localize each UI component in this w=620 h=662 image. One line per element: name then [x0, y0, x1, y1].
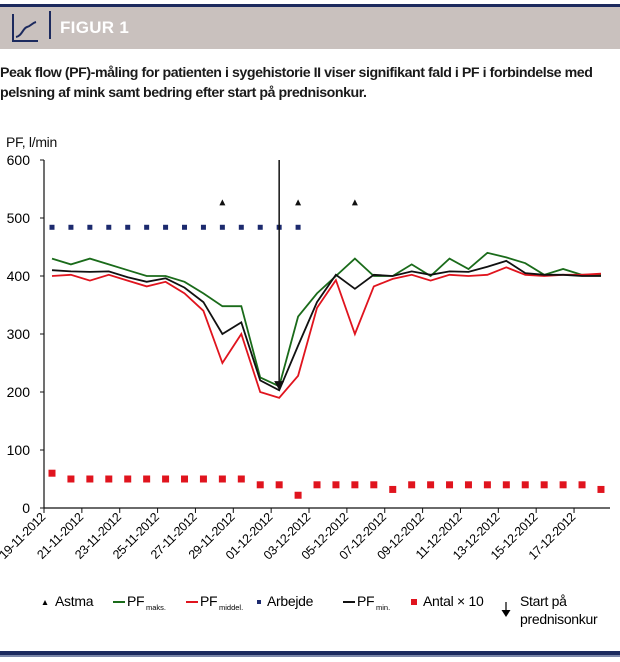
y-tick-label: 100 — [7, 442, 31, 458]
series-line-pf-maks — [51, 251, 601, 388]
antal-point — [427, 481, 435, 489]
arbejde-point — [125, 224, 131, 230]
figure-caption: Peak flow (PF)-måling for patienten i sy… — [0, 65, 593, 101]
header-top-rule — [0, 4, 620, 7]
y-tick-label: 0 — [22, 500, 30, 516]
y-tick-label: 400 — [7, 268, 31, 284]
antal-point — [275, 481, 283, 489]
arbejde-point — [163, 224, 169, 230]
legend-subscript: min. — [376, 603, 390, 612]
arbejde-point — [144, 224, 150, 230]
arbejde-point — [182, 224, 188, 230]
footer-rule — [0, 651, 620, 655]
y-tick-label: 600 — [7, 152, 31, 168]
legend-label: prednisonkur — [520, 611, 598, 627]
legend-square-icon — [257, 600, 261, 604]
series-line-pf-min — [51, 259, 601, 392]
antal-point — [502, 481, 510, 489]
astma-point — [351, 199, 358, 206]
antal-point — [559, 481, 567, 489]
y-tick-label: 500 — [7, 210, 31, 226]
antal-point — [408, 481, 416, 489]
y-axis-label: PF, l/min — [6, 134, 57, 150]
arbejde-point — [68, 224, 74, 230]
arbejde-point — [257, 224, 263, 230]
antal-point — [48, 469, 56, 477]
antal-point — [540, 481, 548, 489]
arbejde-point — [87, 224, 93, 230]
figure-header: FIGUR 1 — [0, 7, 620, 49]
antal-point — [67, 475, 75, 483]
antal-point — [105, 475, 113, 483]
antal-point — [521, 481, 529, 489]
antal-point — [294, 491, 302, 499]
antal-point — [578, 481, 586, 489]
prednison-start-arrow-icon — [274, 381, 285, 391]
legend-label: PF — [357, 593, 374, 609]
antal-point — [181, 475, 189, 483]
antal-point — [446, 481, 454, 489]
arbejde-point — [49, 224, 55, 230]
antal-point — [218, 475, 226, 483]
antal-point — [332, 481, 340, 489]
footer-rule-light — [0, 655, 620, 657]
legend-label: Antal × 10 — [423, 593, 484, 609]
legend-label: PF — [127, 593, 144, 609]
arbejde-point — [200, 224, 206, 230]
antal-point — [389, 485, 397, 493]
legend-subscript: middel. — [219, 603, 243, 612]
arbejde-point — [219, 224, 225, 230]
antal-point — [86, 475, 94, 483]
antal-point — [199, 475, 207, 483]
legend-label: Arbejde — [267, 593, 314, 609]
antal-point — [483, 481, 491, 489]
line-chart-icon — [12, 14, 38, 42]
legend-arrow-down-icon — [501, 610, 511, 617]
y-tick-label: 300 — [7, 326, 31, 342]
antal-point — [313, 481, 321, 489]
legend-square-icon — [411, 599, 417, 605]
antal-point — [162, 475, 170, 483]
antal-point — [124, 475, 132, 483]
antal-point — [256, 481, 264, 489]
legend-label: PF — [200, 593, 217, 609]
series-line-pf-middel — [51, 266, 602, 399]
antal-point — [464, 481, 472, 489]
antal-point — [597, 485, 605, 493]
legend-label: Start på — [520, 593, 567, 609]
legend-subscript: maks. — [146, 603, 166, 612]
astma-point — [219, 199, 226, 206]
legend-astma-icon — [42, 600, 48, 605]
astma-point — [295, 199, 302, 206]
arbejde-point — [106, 224, 112, 230]
antal-point — [351, 481, 359, 489]
antal-point — [237, 475, 245, 483]
y-tick-label: 200 — [7, 384, 31, 400]
arbejde-point — [295, 224, 301, 230]
antal-point — [370, 481, 378, 489]
figure-title: FIGUR 1 — [60, 18, 130, 37]
legend-label: Astma — [55, 593, 94, 609]
header-separator — [49, 11, 51, 39]
arbejde-point — [238, 224, 244, 230]
antal-point — [143, 475, 151, 483]
